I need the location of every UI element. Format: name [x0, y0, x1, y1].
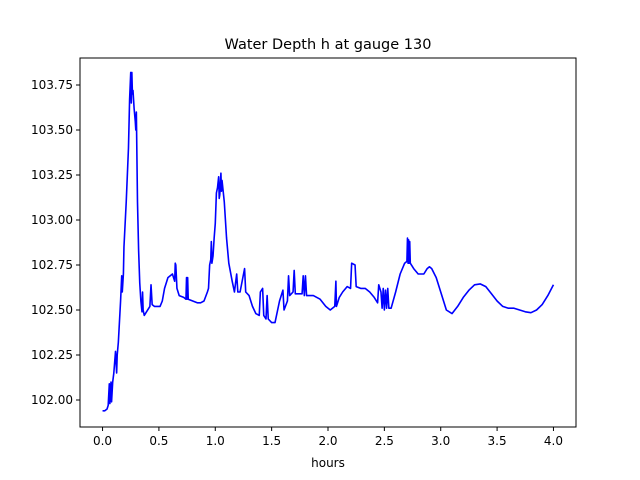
x-tick-label: 3.0: [431, 434, 450, 448]
series-layer: [102, 71, 555, 412]
x-axis-label: hours: [311, 456, 345, 470]
y-tick-label: 103.00: [31, 213, 73, 227]
y-tick-label: 103.75: [31, 78, 73, 92]
x-tick-label: 4.0: [544, 434, 563, 448]
x-tick-label: 1.0: [206, 434, 225, 448]
x-tick-label: 0.0: [93, 434, 112, 448]
y-axis: 102.00 102.25 102.50 102.75 103.00 103.25 103.…: [31, 78, 80, 407]
x-tick-label: 3.5: [488, 434, 507, 448]
x-tick-label: 2.5: [375, 434, 394, 448]
y-tick-label: 103.25: [31, 168, 73, 182]
x-tick-label: 1.5: [262, 434, 281, 448]
y-tick-label: 102.25: [31, 348, 73, 362]
y-tick-label: 102.50: [31, 303, 73, 317]
x-axis: 0.0 0.5 1.0 1.5 2.0 2.5 3.0 3.5 4.0: [93, 427, 563, 448]
y-tick-label: 102.75: [31, 258, 73, 272]
x-tick-label: 0.5: [149, 434, 168, 448]
y-tick-label: 103.50: [31, 123, 73, 137]
x-tick-label: 2.0: [318, 434, 337, 448]
series-line-0: [102, 71, 555, 412]
chart-title: Water Depth h at gauge 130: [225, 37, 432, 53]
y-tick-label: 102.00: [31, 393, 73, 407]
